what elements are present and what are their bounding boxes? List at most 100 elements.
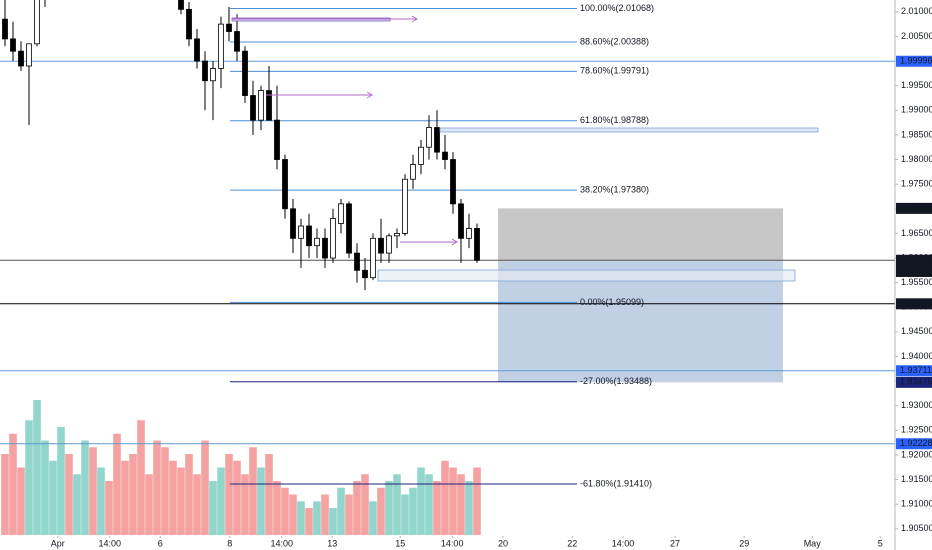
y-tick-label: 1.98000	[901, 154, 932, 164]
volume-bar	[321, 494, 329, 535]
volume-bar	[209, 481, 217, 535]
price-label-box	[896, 254, 932, 266]
volume-bar	[377, 487, 385, 535]
volume-bar	[281, 487, 289, 535]
volume-bar	[49, 460, 57, 535]
target-zone	[498, 208, 783, 261]
volume-bar	[113, 433, 121, 535]
volume-bar	[129, 454, 137, 535]
candle-body	[186, 8, 192, 40]
x-tick-label: 22	[567, 538, 577, 548]
volume-bar	[329, 508, 337, 535]
volume-bar	[121, 460, 129, 535]
candle-body	[466, 228, 472, 239]
volume-bar	[473, 467, 481, 535]
volume-bar	[153, 440, 161, 535]
y-tick-label: 2.01000	[901, 6, 932, 16]
y-tick-label: 1.97500	[901, 179, 932, 189]
volume-bar	[361, 474, 369, 535]
candle-body	[10, 38, 16, 52]
volume-bar	[313, 501, 321, 535]
y-tick-label: 1.93000	[901, 400, 932, 410]
volume-bar	[17, 467, 25, 535]
volume-bar	[457, 474, 465, 535]
volume-bar	[137, 420, 145, 535]
drawings	[498, 208, 783, 383]
y-tick-label: 1.91000	[901, 499, 932, 509]
volume-bar	[441, 460, 449, 535]
price-label-box	[896, 298, 932, 310]
volume-bar	[185, 454, 193, 535]
y-tick-label: 1.92000	[901, 449, 932, 459]
x-tick-label: 14:00	[612, 538, 635, 548]
candle-body	[202, 60, 208, 82]
fib-label: 88.60%(2.00388)	[580, 36, 649, 46]
candle-body	[322, 237, 328, 259]
volume-bar	[433, 481, 441, 535]
volume-bar	[201, 440, 209, 535]
volume-bar	[465, 481, 473, 535]
volume-bar	[97, 467, 105, 535]
candle-body	[234, 31, 240, 52]
candle-body	[282, 159, 288, 210]
volume-bar	[409, 487, 417, 535]
arrow-head	[411, 15, 418, 23]
volume-bar	[65, 454, 73, 535]
candle-body	[354, 252, 360, 271]
volume-bar	[9, 433, 17, 535]
volume-bar	[177, 467, 185, 535]
price-label: 1.95070	[900, 298, 932, 308]
volume-bar	[161, 447, 169, 535]
volume-bar	[241, 474, 249, 535]
volume-bar	[385, 481, 393, 535]
countdown-box	[896, 265, 932, 277]
price-label: 1.95950	[900, 255, 932, 265]
candle-body	[458, 203, 464, 239]
candle-body	[258, 90, 264, 121]
x-tick-label: 6	[158, 538, 163, 548]
candle-body	[226, 23, 232, 32]
candle-body	[26, 43, 32, 67]
candle-body	[418, 146, 424, 165]
candle-body	[394, 232, 400, 237]
drawing-tools	[231, 15, 819, 282]
volume-bar	[233, 460, 241, 535]
volume-bar	[249, 447, 257, 535]
volume-bar	[169, 460, 177, 535]
candle-body	[298, 225, 304, 239]
candle-body	[194, 38, 200, 62]
candle-body	[426, 127, 432, 148]
volume-bar	[273, 481, 281, 535]
volume-bar	[1, 454, 9, 535]
arrow-head	[451, 238, 458, 246]
candle-body	[178, 0, 184, 10]
fib-label: -27.00%(1.93488)	[580, 376, 652, 386]
volume-bar	[257, 467, 265, 535]
candle-body	[362, 269, 368, 279]
volume-bar	[425, 474, 433, 535]
candle-body	[474, 228, 480, 261]
volume-bar	[105, 481, 113, 535]
price-label-box	[896, 55, 932, 67]
y-tick-label: 1.99500	[901, 80, 932, 90]
volume-bar	[417, 467, 425, 535]
x-tick-label: 14:00	[99, 538, 122, 548]
volume-bar	[145, 474, 153, 535]
candle-body	[410, 164, 416, 180]
candle-body	[402, 178, 408, 234]
volume-bar	[33, 400, 41, 535]
price-label: 1.93711	[900, 365, 932, 375]
candle-body	[434, 127, 440, 153]
fib-label: 78.60%(1.99791)	[580, 66, 649, 76]
plot	[0, 0, 895, 535]
x-tick-label: 20	[498, 538, 508, 548]
volume-bar	[57, 427, 65, 535]
fib-label: 38.20%(1.97380)	[580, 184, 649, 194]
x-tick-label: 14:00	[441, 538, 464, 548]
candle-body	[346, 203, 352, 254]
price-label: 1.92228	[900, 438, 932, 448]
y-tick-label: 1.99000	[901, 105, 932, 115]
x-tick-label: 29	[739, 538, 749, 548]
volume-bar	[345, 494, 353, 535]
axis: 1.90500 1.91000 1.91500 1.92000 1.92500 1.930…	[895, 6, 932, 533]
